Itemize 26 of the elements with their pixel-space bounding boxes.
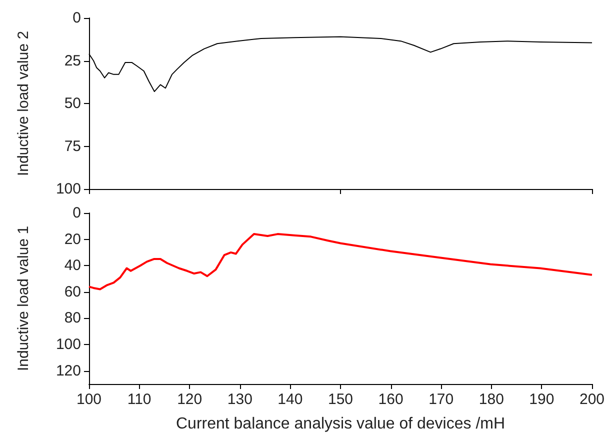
y-tick-label: 120 [56, 362, 81, 380]
x-tick-label: 130 [227, 391, 252, 408]
x-tick-label: 120 [177, 391, 202, 408]
y-axis-title: Inductive load value 2 [15, 30, 32, 176]
y-tick-label: 0 [72, 10, 81, 26]
y-tick-label: 60 [64, 283, 81, 300]
x-axis-title: Current balance analysis value of devices /mH [176, 416, 506, 432]
x-tick-label: 180 [478, 391, 504, 408]
x-tick-label: 170 [428, 391, 454, 408]
x-tick-label: 160 [378, 391, 404, 408]
y-tick-label: 80 [64, 310, 81, 327]
y-tick-label: 0 [72, 204, 81, 222]
x-tick-label: 190 [529, 391, 554, 408]
line-series [88, 233, 593, 290]
x-tick-label: 110 [127, 391, 152, 408]
x-tick-label: 140 [278, 391, 303, 408]
x-tick-label: 200 [579, 391, 605, 408]
y-tick-label: 50 [64, 95, 81, 112]
y-tick-label: 75 [64, 138, 81, 155]
y-axis-title: Inductive load value 1 [15, 226, 32, 372]
x-tick-label: 150 [328, 391, 354, 408]
y-tick-label: 100 [56, 180, 81, 198]
y-tick-label: 25 [64, 52, 81, 70]
y-tick-label: 20 [64, 230, 81, 248]
y-tick-label: 40 [64, 257, 81, 274]
y-tick-label: 100 [56, 336, 81, 354]
